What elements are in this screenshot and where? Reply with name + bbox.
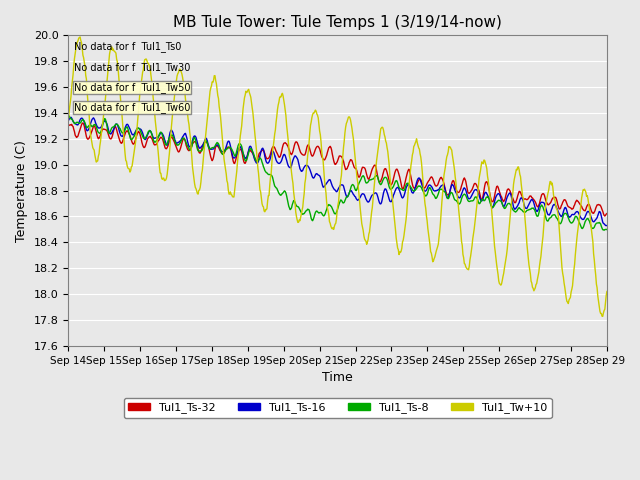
Text: No data for f  Tul1_Ts0: No data for f Tul1_Ts0	[74, 42, 181, 52]
Text: No data for f  Tul1_Tw30: No data for f Tul1_Tw30	[74, 62, 190, 72]
Tul1_Tw+10	[76, 34, 84, 40]
Tul1_Ts-32	[227, 148, 235, 154]
Tul1_Tw+10	[599, 313, 607, 319]
Tul1_Ts-8	[423, 192, 431, 197]
Tul1_Ts-32	[79, 120, 87, 126]
Line: Tul1_Ts-32: Tul1_Ts-32	[68, 123, 607, 216]
Tul1_Ts-16	[603, 223, 611, 228]
Tul1_Ts-8	[253, 158, 261, 164]
Line: Tul1_Ts-16: Tul1_Ts-16	[68, 117, 607, 226]
Tul1_Ts-16	[275, 160, 282, 166]
Tul1_Ts-16	[64, 118, 72, 124]
Tul1_Ts-32	[128, 139, 136, 145]
Tul1_Ts-8	[127, 137, 135, 143]
Tul1_Ts-8	[227, 144, 234, 150]
Tul1_Ts-8	[274, 187, 282, 193]
Text: No data for f  Tul1_Tw50: No data for f Tul1_Tw50	[74, 82, 190, 93]
Tul1_Ts-32	[603, 211, 611, 216]
Tul1_Tw+10	[64, 119, 72, 124]
Tul1_Ts-16	[424, 184, 431, 190]
X-axis label: Time: Time	[322, 371, 353, 384]
Legend: Tul1_Ts-32, Tul1_Ts-16, Tul1_Ts-8, Tul1_Tw+10: Tul1_Ts-32, Tul1_Ts-16, Tul1_Ts-8, Tul1_…	[124, 398, 552, 418]
Tul1_Tw+10	[424, 226, 431, 231]
Y-axis label: Temperature (C): Temperature (C)	[15, 140, 28, 241]
Tul1_Ts-8	[600, 228, 608, 233]
Tul1_Ts-8	[603, 227, 611, 232]
Tul1_Tw+10	[275, 102, 282, 108]
Tul1_Tw+10	[394, 245, 401, 251]
Tul1_Ts-16	[394, 184, 401, 190]
Tul1_Tw+10	[227, 192, 235, 197]
Tul1_Ts-8	[393, 178, 401, 184]
Tul1_Ts-16	[67, 114, 75, 120]
Tul1_Tw+10	[254, 165, 262, 170]
Tul1_Tw+10	[128, 163, 136, 169]
Tul1_Ts-32	[254, 155, 262, 161]
Line: Tul1_Ts-8: Tul1_Ts-8	[68, 115, 607, 230]
Tul1_Ts-8	[64, 112, 72, 118]
Tul1_Ts-32	[275, 153, 282, 158]
Tul1_Ts-16	[254, 160, 262, 166]
Tul1_Ts-16	[227, 146, 235, 152]
Tul1_Ts-32	[424, 179, 431, 185]
Text: No data for f  Tul1_Tw60: No data for f Tul1_Tw60	[74, 102, 190, 113]
Line: Tul1_Tw+10: Tul1_Tw+10	[68, 37, 607, 316]
Tul1_Ts-32	[601, 213, 609, 219]
Tul1_Ts-32	[394, 168, 401, 173]
Tul1_Tw+10	[603, 288, 611, 294]
Tul1_Ts-16	[128, 132, 136, 137]
Title: MB Tule Tower: Tule Temps 1 (3/19/14-now): MB Tule Tower: Tule Temps 1 (3/19/14-now…	[173, 15, 502, 30]
Tul1_Ts-16	[602, 223, 610, 228]
Tul1_Ts-32	[64, 123, 72, 129]
